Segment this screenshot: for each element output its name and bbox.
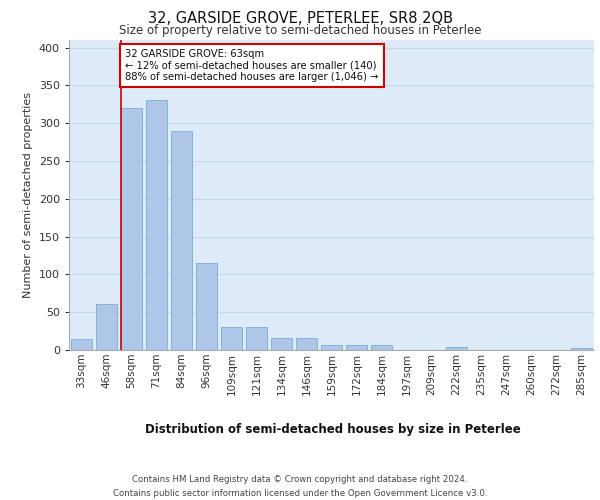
Bar <box>146 100 167 350</box>
Bar <box>346 346 367 350</box>
Text: Distribution of semi-detached houses by size in Peterlee: Distribution of semi-detached houses by … <box>145 422 521 436</box>
Bar <box>221 328 242 350</box>
Bar <box>571 348 592 350</box>
Bar <box>171 132 192 350</box>
Bar <box>446 347 467 350</box>
Bar <box>71 340 92 350</box>
Bar <box>321 344 342 350</box>
Bar <box>96 304 117 350</box>
Bar <box>246 328 267 350</box>
Bar <box>271 338 292 350</box>
Text: 32 GARSIDE GROVE: 63sqm
← 12% of semi-detached houses are smaller (140)
88% of s: 32 GARSIDE GROVE: 63sqm ← 12% of semi-de… <box>125 49 379 82</box>
Bar <box>121 108 142 350</box>
Bar <box>196 263 217 350</box>
Bar <box>371 346 392 350</box>
Text: Contains HM Land Registry data © Crown copyright and database right 2024.
Contai: Contains HM Land Registry data © Crown c… <box>113 476 487 498</box>
Text: 32, GARSIDE GROVE, PETERLEE, SR8 2QB: 32, GARSIDE GROVE, PETERLEE, SR8 2QB <box>148 11 452 26</box>
Y-axis label: Number of semi-detached properties: Number of semi-detached properties <box>23 92 33 298</box>
Bar <box>296 338 317 350</box>
Text: Size of property relative to semi-detached houses in Peterlee: Size of property relative to semi-detach… <box>119 24 481 37</box>
